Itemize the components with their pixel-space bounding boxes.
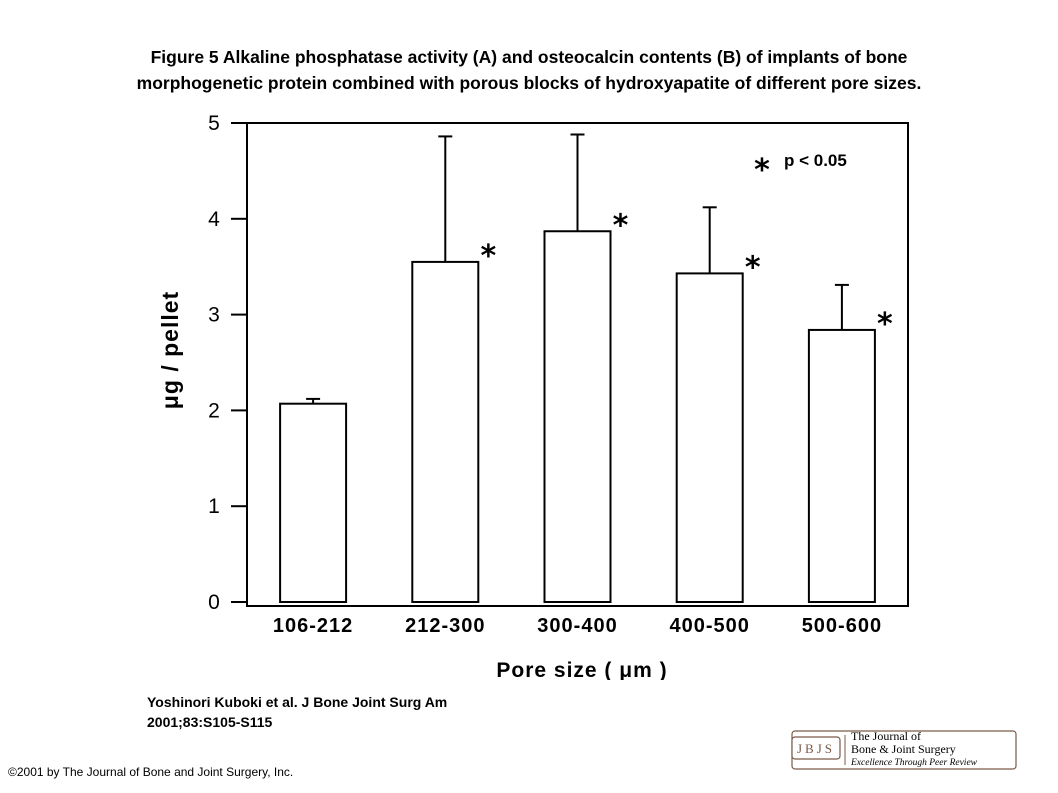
bar-212-300 [411,260,480,603]
logo-line-1: The Journal of [851,729,921,743]
y-axis: 0 1 2 3 4 5 [208,112,247,614]
citation-line-1: Yoshinori Kuboki et al. J Bone Joint Sur… [147,694,448,710]
x-tick-label: 212-300 [405,615,485,637]
legend-text: p < 0.05 [784,151,847,170]
x-tick-label: 106-212 [273,615,353,637]
y-tick-label: 0 [208,591,220,614]
citation: Yoshinori Kuboki et al. J Bone Joint Sur… [147,692,447,732]
copyright-notice: ©2001 by The Journal of Bone and Joint S… [8,765,294,779]
y-tick-label: 5 [208,112,220,135]
y-tick-label: 3 [208,304,220,327]
citation-line-2: 2001;83:S105-S115 [147,714,273,730]
significance-marker: * [480,239,496,274]
x-tick-labels: 106-212 212-300 300-400 400-500 500-600 [273,615,882,637]
x-tick-label: 500-600 [802,615,882,637]
bars-group: * * * * [279,133,893,603]
x-tick-label: 300-400 [537,615,617,637]
significance-marker: * [745,250,761,285]
bar-400-500 [675,272,744,603]
y-tick-label: 4 [208,208,220,231]
logo-tagline: Excellence Through Peer Review [850,758,978,768]
figure-title-line-2: morphogenetic protein combined with poro… [136,73,922,93]
x-tick-label: 400-500 [669,615,749,637]
x-axis-label: Pore size ( μm ) [496,659,667,680]
significance-marker: * [877,307,893,342]
plot-frame [246,122,909,607]
y-tick-label: 2 [208,399,220,422]
bar-300-400 [543,230,612,603]
logo-line-2: Bone & Joint Surgery [851,742,956,756]
figure-title-line-1: Figure 5 Alkaline phosphatase activity (… [150,47,908,67]
logo-abbr: JBJS [797,741,835,756]
bar-500-600 [807,328,876,603]
figure-title: Figure 5 Alkaline phosphatase activity (… [0,44,1058,96]
bar-chart: 0 1 2 3 4 5 * * * * 106-212 212-300 300-400 400-500… [157,112,909,680]
significance-marker: * [613,208,629,243]
bar-106-212 [279,402,348,603]
journal-logo[interactable]: JBJS The Journal of Bone & Joint Surgery… [790,727,1018,771]
legend-marker: * [754,153,770,188]
y-tick-label: 1 [208,495,220,518]
y-axis-label: μg / pellet [157,291,183,409]
